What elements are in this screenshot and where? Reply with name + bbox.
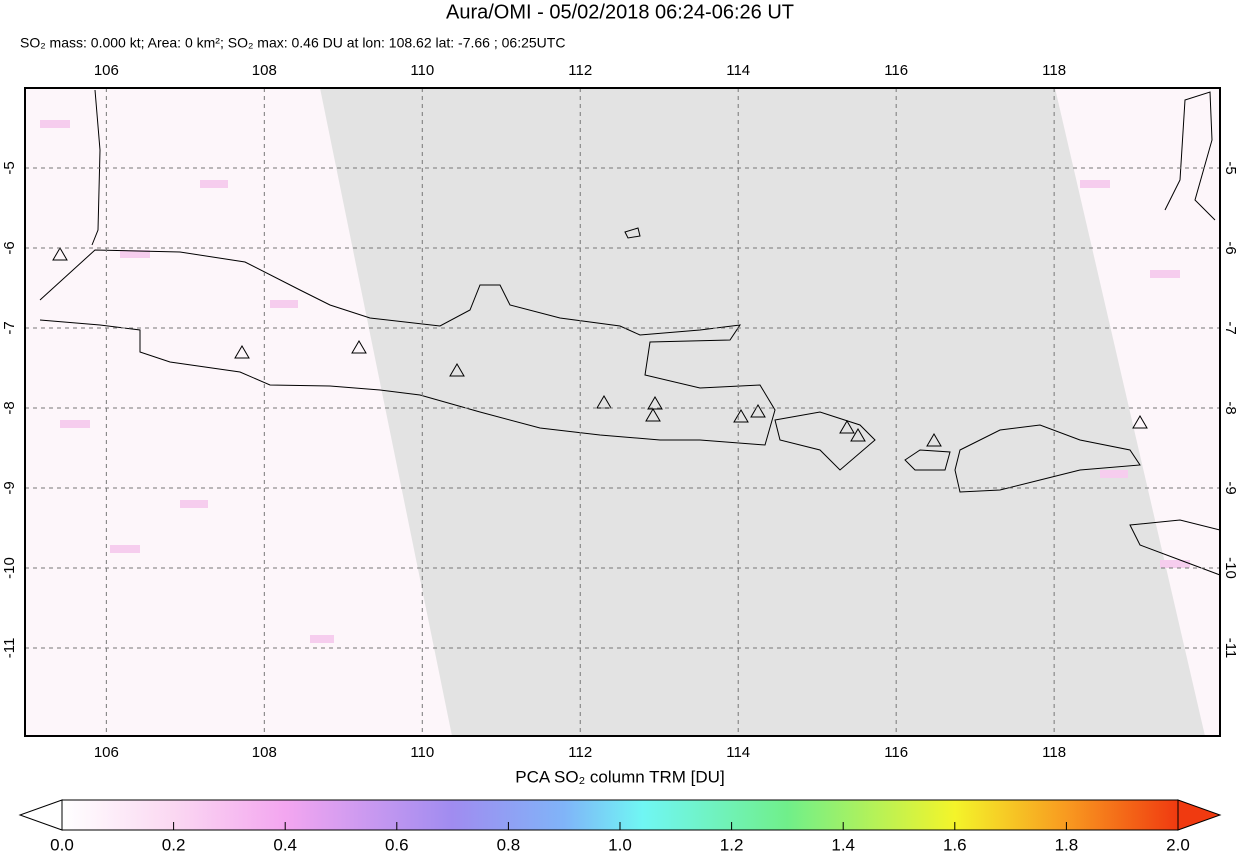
y-tick-label: -6 [1222,241,1239,254]
y-tick-label: -11 [1222,638,1239,659]
colorbar-tick-label: 1.4 [831,835,855,854]
x-tick-label: 106 [94,744,119,761]
colorbar-tick-label: 1.6 [943,835,967,854]
x-tick-label: 116 [884,744,908,761]
coastlines [39,89,1221,576]
volcanoes [52,247,1148,447]
y-tick-label: -10 [1222,557,1239,579]
x-tick-label: 112 [568,744,592,761]
y-tick-label: -8 [1,401,18,414]
colorbar-under [18,799,63,831]
colorbar-tick-label: 0.4 [273,835,297,854]
x-tick-label: 110 [410,744,434,761]
colorbar-tick-label: 0.8 [497,835,521,854]
colorbar-tick-label: 1.0 [608,835,632,854]
x-tick-label: 116 [884,62,908,79]
x-tick-label: 114 [726,62,750,79]
colorbar-over [1177,799,1222,831]
x-tick-label: 108 [252,744,277,761]
y-tick-label: -9 [1,481,18,494]
map [24,87,1221,737]
y-tick-label: -6 [1,241,18,254]
x-tick-label: 118 [1042,62,1066,79]
y-tick-label: -8 [1222,401,1239,414]
y-tick-label: -7 [1,321,18,334]
y-tick-label: -10 [1,557,18,579]
x-tick-label: 114 [726,744,750,761]
y-tick-label: -5 [1,161,18,174]
colorbar-label: PCA SO₂ column TRM [DU] [515,767,724,786]
x-tick-label: 108 [252,62,277,79]
colorbar-tick-label: 0.6 [385,835,409,854]
y-tick-label: -9 [1222,481,1239,494]
map-frame [24,87,1221,737]
colorbar-tick-label: 1.8 [1055,835,1079,854]
colorbar-tick-label: 1.2 [720,835,744,854]
colorbar-tick-label: 2.0 [1166,835,1190,854]
colorbar-tick-label: 0.2 [162,835,186,854]
colorbar-tick-label: 0.0 [50,835,74,854]
y-tick-label: -5 [1222,161,1239,174]
x-tick-label: 106 [94,62,119,79]
title: Aura/OMI - 05/02/2018 06:24-06:26 UT [446,1,794,23]
x-tick-label: 118 [1042,744,1066,761]
y-tick-label: -11 [1,638,18,659]
y-tick-label: -7 [1222,321,1239,334]
x-tick-label: 110 [410,62,434,79]
subtitle: SO₂ mass: 0.000 kt; Area: 0 km²; SO₂ max… [20,35,565,51]
x-tick-label: 112 [568,62,592,79]
so2-pixels [40,120,1190,643]
